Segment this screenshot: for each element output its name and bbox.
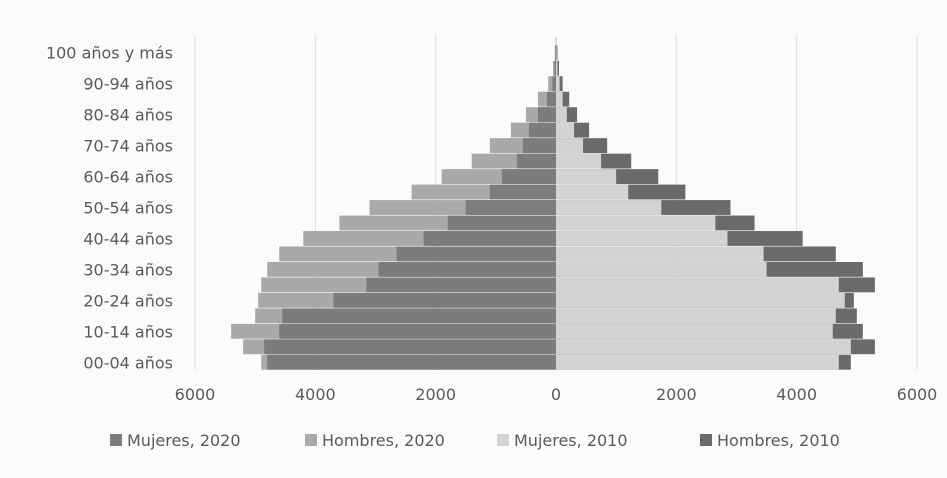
bar-mujeres-2010-10-14-a-os <box>556 323 833 339</box>
bar-mujeres-2020-80-84-a-os <box>537 107 556 123</box>
bar-mujeres-2010-55-59-a-os <box>556 184 629 200</box>
category-label-90-94-a-os: 90-94 años <box>83 75 173 94</box>
bar-mujeres-2020-25-29-a-os <box>366 277 556 293</box>
bar-mujeres-2020-15-19-a-os <box>282 308 556 324</box>
legend-label-mujeres-2020: Mujeres, 2020 <box>127 431 241 450</box>
bar-mujeres-2010-100-a-os-y-m-s <box>556 45 557 61</box>
bar-mujeres-2010-60-64-a-os <box>556 169 617 184</box>
x-tick-label-4: 2000 <box>656 385 697 404</box>
bar-mujeres-2010-00-04-a-os <box>556 354 839 370</box>
x-tick-label-2: 2000 <box>415 385 456 404</box>
category-label-20-24-a-os: 20-24 años <box>83 291 173 310</box>
x-axis-tick-labels: 6000 4000 2000 0 2000 4000 6000 <box>175 385 938 404</box>
bar-mujeres-2010-75-79-a-os <box>556 122 575 138</box>
bar-mujeres-2010-20-24-a-os <box>556 292 845 308</box>
category-labels: 00-04 años 10-14 años 20-24 años 30-34 años… <box>46 44 173 373</box>
bar-mujeres-2020-65-69-a-os <box>516 153 556 169</box>
bar-mujeres-2010-85-89-a-os <box>556 91 563 107</box>
x-tick-label-3: 0 <box>551 385 561 404</box>
legend-label-hombres-2010: Hombres, 2010 <box>717 431 840 450</box>
bar-mujeres-2020-55-59-a-os <box>489 184 556 200</box>
bar-mujeres-2010-90-94-a-os <box>556 76 560 92</box>
bar-hombres-2010-100-a-os-y-m-s <box>556 45 558 61</box>
bar-mujeres-2020-95-99-a-os <box>554 60 556 76</box>
bar-mujeres-2010-70-74-a-os <box>556 138 584 154</box>
legend-label-mujeres-2010: Mujeres, 2010 <box>514 431 628 450</box>
bar-hombres-2020-90-94-a-os <box>548 76 556 92</box>
category-label-100-a-os-y-m-s: 100 años y más <box>46 44 173 63</box>
category-label-10-14-a-os: 10-14 años <box>83 322 173 341</box>
bar-mujeres-2020-10-14-a-os <box>279 323 556 339</box>
bar-mujeres-2010-95-99-a-os <box>556 60 558 76</box>
bar-mujeres-2010-05-09-a-os <box>556 339 851 355</box>
bar-mujeres-2010-50-54-a-os <box>556 200 662 215</box>
bar-mujeres-2020-20-24-a-os <box>333 292 556 308</box>
legend-swatch-hombres-2010 <box>700 434 712 446</box>
bar-mujeres-2010-40-44-a-os <box>556 231 728 246</box>
bar-mujeres-2020-90-94-a-os <box>552 76 556 92</box>
bar-mujeres-2010-15-19-a-os <box>556 308 836 324</box>
category-label-60-64-a-os: 60-64 años <box>83 168 173 187</box>
bar-mujeres-2020-100-a-os-y-m-s <box>555 45 556 61</box>
category-label-00-04-a-os: 00-04 años <box>83 353 173 372</box>
bar-mujeres-2020-45-49-a-os <box>447 215 556 231</box>
bar-mujeres-2020-40-44-a-os <box>423 231 556 246</box>
legend: Mujeres, 2020 Hombres, 2020 Mujeres, 2010 H… <box>110 431 840 450</box>
category-label-70-74-a-os: 70-74 años <box>83 137 173 156</box>
x-tick-label-5: 4000 <box>776 385 817 404</box>
bar-mujeres-2020-75-79-a-os <box>528 122 556 138</box>
bar-mujeres-2020-05-09-a-os <box>264 339 556 355</box>
bar-mujeres-2020-50-54-a-os <box>465 200 556 215</box>
category-label-30-34-a-os: 30-34 años <box>83 260 173 279</box>
bar-mujeres-2010-45-49-a-os <box>556 215 716 231</box>
x-tick-label-1: 4000 <box>295 385 336 404</box>
bar-mujeres-2020-60-64-a-os <box>501 169 556 184</box>
legend-swatch-mujeres-2010 <box>497 434 509 446</box>
bar-mujeres-2010-25-29-a-os <box>556 277 839 293</box>
legend-label-hombres-2020: Hombres, 2020 <box>322 431 445 450</box>
bar-mujeres-2020-70-74-a-os <box>522 138 556 154</box>
x-tick-label-6: 6000 <box>897 385 938 404</box>
category-label-40-44-a-os: 40-44 años <box>83 229 173 248</box>
bars <box>231 45 875 370</box>
bar-mujeres-2020-35-39-a-os <box>396 246 556 262</box>
category-label-80-84-a-os: 80-84 años <box>83 106 173 125</box>
bar-mujeres-2020-85-89-a-os <box>546 91 556 107</box>
bar-mujeres-2010-30-34-a-os <box>556 261 767 277</box>
legend-swatch-mujeres-2020 <box>110 434 122 446</box>
x-tick-label-0: 6000 <box>175 385 216 404</box>
bar-mujeres-2010-65-69-a-os <box>556 153 602 169</box>
bar-mujeres-2010-35-39-a-os <box>556 246 764 262</box>
bar-mujeres-2020-30-34-a-os <box>378 261 556 277</box>
bar-mujeres-2010-80-84-a-os <box>556 107 567 123</box>
legend-swatch-hombres-2020 <box>305 434 317 446</box>
category-label-50-54-a-os: 50-54 años <box>83 199 173 218</box>
bar-mujeres-2020-00-04-a-os <box>267 354 556 370</box>
